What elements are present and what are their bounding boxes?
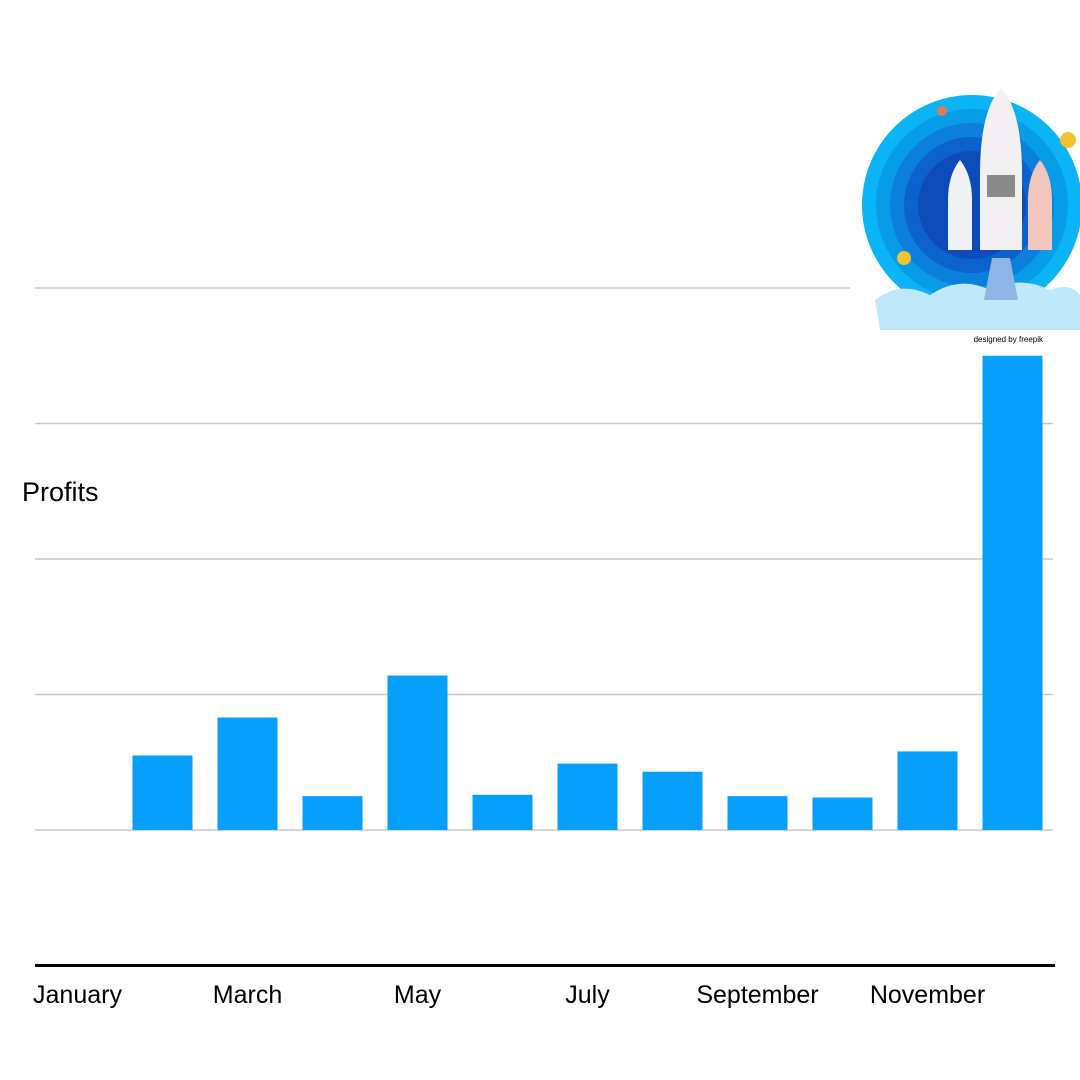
rocket-body [980,88,1022,250]
rocket-band [987,175,1015,197]
bar [897,751,958,830]
x-tick-label: July [565,981,610,1009]
planet [937,106,947,116]
bar [387,675,448,830]
planet [897,251,911,265]
x-tick-label: November [870,981,985,1009]
bar [302,796,363,830]
bar [217,717,278,830]
bar [132,755,193,830]
x-tick-label: May [394,981,442,1009]
bar [982,355,1043,830]
x-tick-label: January [33,981,122,1009]
y-axis-label: Profits [22,477,99,507]
booster [1028,160,1052,250]
clouds [875,282,1080,330]
rocket-illustration: designed by freepik [850,55,1080,345]
bar [727,796,788,830]
exhaust [984,258,1018,300]
bar [557,763,618,830]
bar [812,797,873,830]
bar [472,794,533,830]
bar [642,771,703,830]
x-tick-label: September [696,981,818,1009]
credit: designed by freepik [974,335,1044,344]
planet [1060,132,1076,148]
booster [948,160,972,250]
x-tick-label: March [213,981,282,1009]
